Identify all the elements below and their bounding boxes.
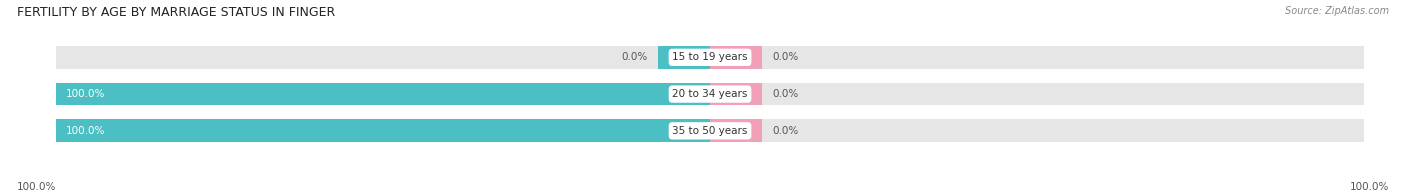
Bar xyxy=(56,119,710,142)
Text: FERTILITY BY AGE BY MARRIAGE STATUS IN FINGER: FERTILITY BY AGE BY MARRIAGE STATUS IN F… xyxy=(17,6,335,19)
Text: 0.0%: 0.0% xyxy=(772,126,799,136)
Text: 15 to 19 years: 15 to 19 years xyxy=(672,52,748,62)
Bar xyxy=(710,46,762,69)
Text: 0.0%: 0.0% xyxy=(621,52,648,62)
Text: Source: ZipAtlas.com: Source: ZipAtlas.com xyxy=(1285,6,1389,16)
Bar xyxy=(658,46,710,69)
Text: 100.0%: 100.0% xyxy=(1350,182,1389,192)
Text: 0.0%: 0.0% xyxy=(772,52,799,62)
Text: 100.0%: 100.0% xyxy=(66,126,105,136)
Text: 20 to 34 years: 20 to 34 years xyxy=(672,89,748,99)
Bar xyxy=(56,83,710,105)
Bar xyxy=(56,83,710,105)
Bar xyxy=(56,46,710,69)
Bar xyxy=(56,119,710,142)
Bar xyxy=(710,46,1364,69)
Bar xyxy=(710,119,762,142)
Text: 100.0%: 100.0% xyxy=(17,182,56,192)
Bar xyxy=(710,119,1364,142)
Bar xyxy=(710,83,1364,105)
Text: 100.0%: 100.0% xyxy=(66,89,105,99)
Bar xyxy=(710,83,762,105)
Text: 35 to 50 years: 35 to 50 years xyxy=(672,126,748,136)
Text: 0.0%: 0.0% xyxy=(772,89,799,99)
